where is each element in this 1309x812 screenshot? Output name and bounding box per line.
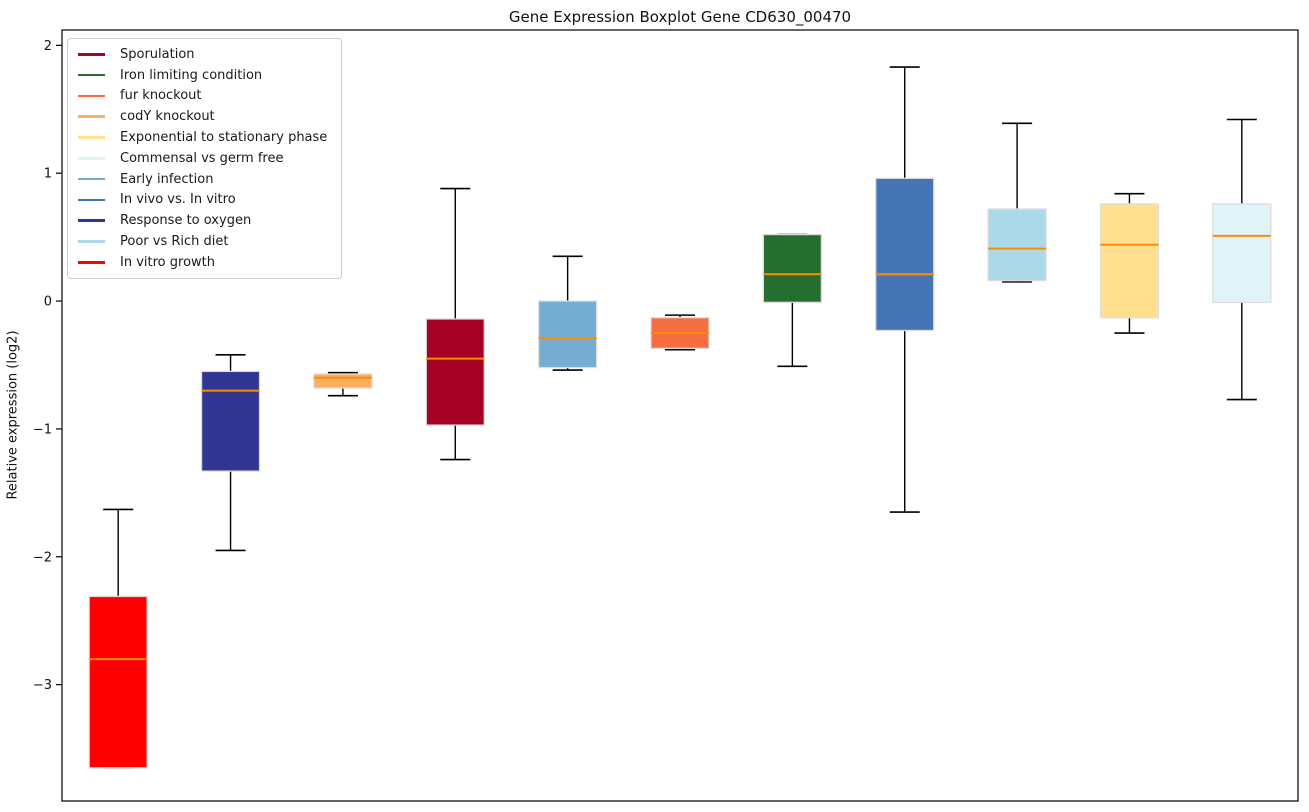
legend-swatch-line [78,115,105,119]
legend-label: Commensal vs germ free [120,150,284,166]
y-tick-label: 0 [44,295,52,310]
y-tick-label: 1 [44,167,52,182]
legend-label: Response to oxygen [120,213,252,229]
legend-label: Iron limiting condition [120,67,263,83]
box [88,595,148,769]
legend-swatch-line [78,94,105,98]
legend-item-response-to-oxygen: Response to oxygen [78,210,327,231]
box [200,370,261,472]
legend-item-in-vivo-vs-in-vitro: In vivo vs. In vitro [78,190,327,211]
box [762,233,823,303]
boxplot-exponential-to-stationary-phase [1099,192,1160,334]
legend-item-early-infection: Early infection [78,169,327,190]
legend-swatch-line [78,177,105,181]
y-tick-label: −1 [33,422,52,437]
legend-item-sporulation: Sporulation [78,44,327,65]
boxplot-fur-knockout [650,314,710,351]
legend-label: Poor vs Rich diet [120,234,229,250]
legend: Sporulation Iron limiting condition fur kn… [67,38,343,279]
boxplot-sporulation [425,187,485,461]
box [875,177,935,332]
y-tick-label: −2 [33,550,52,565]
boxplot-iron-limiting-condition [762,233,823,368]
legend-label: Early infection [120,171,214,187]
boxplot-in-vitro-growth [88,508,148,769]
legend-label: Sporulation [120,46,195,62]
box [313,373,373,389]
boxplot-commensal-vs-germ-free [1212,118,1272,401]
legend-swatch-line [78,240,105,243]
legend-item-exponential-to-stationary-phase: Exponential to stationary phase [78,127,327,148]
legend-swatch-line [78,136,105,139]
legend-label: In vitro growth [120,254,215,270]
legend-label: codY knockout [120,109,215,125]
legend-swatch-line [78,261,105,264]
legend-label: fur knockout [120,88,202,104]
boxplot-cody-knockout [313,371,373,397]
legend-swatch-line [78,53,105,56]
legend-item-in-vitro-growth: In vitro growth [78,252,327,273]
y-tick-label: −3 [33,678,52,693]
legend-swatch-line [78,157,105,160]
chart-title: Gene Expression Boxplot Gene CD630_00470 [508,8,852,26]
box [1212,203,1272,303]
y-axis-label: Relative expression (log2) [5,330,21,500]
legend-label: In vivo vs. In vitro [120,192,236,208]
boxplot-in-vivo-vs-in-vitro [875,66,935,513]
box [425,318,485,426]
legend-label: Exponential to stationary phase [120,130,328,146]
legend-item-iron-limiting-condition: Iron limiting condition [78,65,327,86]
box [987,208,1047,282]
boxplot-early-infection [537,255,598,371]
boxplot-poor-vs-rich-diet [987,122,1047,283]
box [1099,203,1160,319]
legend-swatch-line [78,219,105,223]
legend-item-cody-knockout: codY knockout [78,106,327,127]
legend-swatch-line [78,73,105,77]
box [537,300,598,369]
plot-frame [61,29,1299,802]
legend-item-fur-knockout: fur knockout [78,86,327,107]
legend-swatch-line [78,198,105,202]
legend-item-commensal-vs-germ-free: Commensal vs germ free [78,148,327,169]
y-tick-label: 2 [44,39,52,54]
boxplot-response-to-oxygen [200,353,261,552]
legend-item-poor-vs-rich-diet: Poor vs Rich diet [78,231,327,252]
